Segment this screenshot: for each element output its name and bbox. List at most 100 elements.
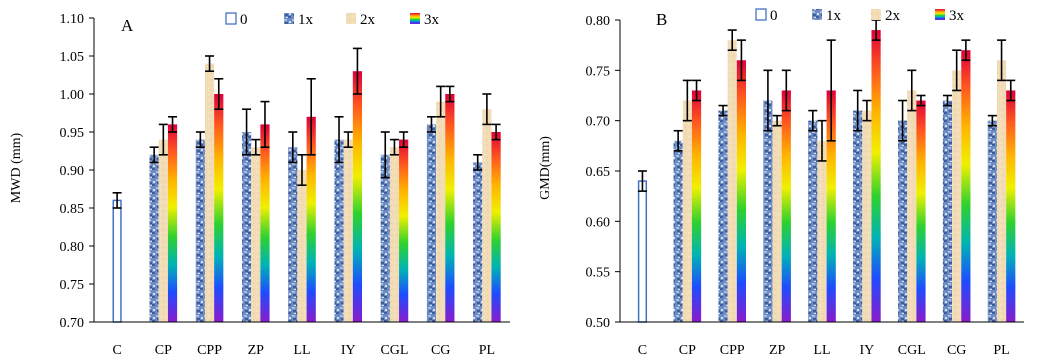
y-tick-label: 1.05: [60, 50, 85, 65]
x-tick-label: CP: [679, 343, 696, 358]
bar: [942, 100, 953, 323]
bar: [952, 70, 962, 322]
bar: [306, 116, 316, 322]
x-tick-label: CPP: [197, 343, 222, 358]
y-tick-label: 0.50: [586, 316, 611, 331]
bar: [491, 132, 501, 322]
bar: [195, 139, 205, 322]
y-ticks: 0.70 0.75 0.80 0.85 0.90 0.95 1.00 1.05 1.10: [60, 12, 94, 331]
bar: [149, 154, 159, 322]
legend-label: 1x: [298, 12, 314, 28]
bar: [916, 100, 926, 323]
y-ticks: 0.50 0.55 0.60 0.65 0.70 0.75 0.80: [586, 14, 620, 331]
bar: [352, 71, 363, 322]
legend-swatch: [346, 13, 356, 24]
x-tick-label: CPP: [720, 343, 745, 358]
y-tick-label: 0.75: [586, 64, 611, 79]
bars: [637, 30, 1016, 323]
bar: [1006, 90, 1016, 322]
x-tick-label: LL: [813, 343, 830, 358]
bar: [343, 139, 353, 322]
bar: [808, 120, 818, 323]
x-tick-label: PL: [479, 343, 495, 358]
x-tick-label: CP: [155, 343, 172, 358]
x-tick-label: CGL: [898, 343, 926, 358]
y-tick-label: 0.75: [60, 278, 85, 293]
bar: [399, 139, 409, 322]
y-tick-label: 0.55: [586, 266, 611, 281]
y-tick-label: 0.60: [586, 215, 611, 230]
x-tick-label: ZP: [769, 343, 786, 358]
y-tick-label: 0.90: [60, 164, 85, 179]
bar: [817, 140, 827, 322]
legend-swatch: [935, 9, 945, 20]
bar: [862, 110, 872, 322]
bar: [853, 110, 863, 322]
bar: [251, 147, 261, 322]
legend-swatch: [284, 13, 294, 24]
y-tick-label: 1.10: [60, 12, 85, 27]
chart-panel-a: A MWD (mm) 0.70 0.75 0.80 0.85 0.90 0.95 1.00 1…: [9, 12, 510, 358]
bar: [897, 120, 908, 323]
y-tick-label: 0.85: [60, 202, 85, 217]
panel-label: B: [656, 10, 667, 29]
x-tick-label: CG: [947, 343, 966, 358]
bar: [987, 120, 997, 323]
bar: [682, 100, 692, 323]
chart-panel-b: B GMD(mm) 0.50 0.55 0.60 0.65 0.70 0.75 0.80 C…: [538, 8, 1024, 358]
y-tick-label: 0.70: [60, 316, 85, 331]
bar: [426, 124, 437, 323]
x-tick-label: CGL: [380, 343, 408, 358]
y-tick-label: 0.70: [586, 115, 611, 130]
bar: [214, 94, 224, 322]
axes: [93, 18, 510, 323]
legend-label: 2x: [360, 12, 376, 28]
bar: [112, 199, 122, 323]
bar: [691, 90, 702, 322]
error-bars: [637, 19, 1016, 192]
legend-swatch: [871, 9, 881, 20]
bar: [673, 140, 683, 322]
legend-label: 0: [770, 8, 778, 24]
y-axis-title: GMD(mm): [538, 136, 553, 200]
y-tick-label: 0.80: [586, 14, 611, 29]
legend-label: 3x: [424, 12, 440, 28]
bar: [288, 147, 298, 322]
bar: [297, 170, 307, 322]
bar: [736, 60, 747, 323]
x-tick-label: LL: [293, 343, 310, 358]
panel-label: A: [121, 16, 134, 35]
x-ticks: C CP CPP ZP LL IY CGL CG PL: [638, 343, 1010, 358]
bar: [473, 162, 483, 322]
legend-label: 0: [240, 12, 248, 28]
legend-swatch: [812, 9, 822, 20]
bar: [871, 30, 881, 323]
y-tick-label: 0.65: [586, 165, 611, 180]
bar: [996, 60, 1007, 323]
bar: [482, 109, 492, 322]
bar: [445, 94, 455, 322]
bar: [260, 124, 270, 323]
bars: [112, 63, 501, 323]
legend-label: 2x: [885, 8, 901, 24]
bar: [772, 120, 782, 323]
error-bars: [112, 47, 501, 209]
bar: [380, 154, 390, 322]
bar: [826, 90, 836, 322]
bar: [158, 139, 168, 322]
legend: 0 1x 2x 3x: [225, 12, 440, 28]
bar: [436, 101, 446, 322]
bar: [637, 180, 648, 323]
bar: [727, 40, 737, 323]
axes: [619, 20, 1024, 323]
y-axis-title: MWD (mm): [9, 132, 24, 203]
x-tick-label: IY: [859, 343, 874, 358]
x-tick-label: ZP: [248, 343, 265, 358]
x-tick-label: C: [112, 343, 121, 358]
bar: [389, 147, 400, 322]
legend-label: 3x: [949, 8, 965, 24]
legend-swatch: [410, 13, 420, 24]
bar: [961, 50, 971, 322]
bar: [763, 100, 773, 323]
